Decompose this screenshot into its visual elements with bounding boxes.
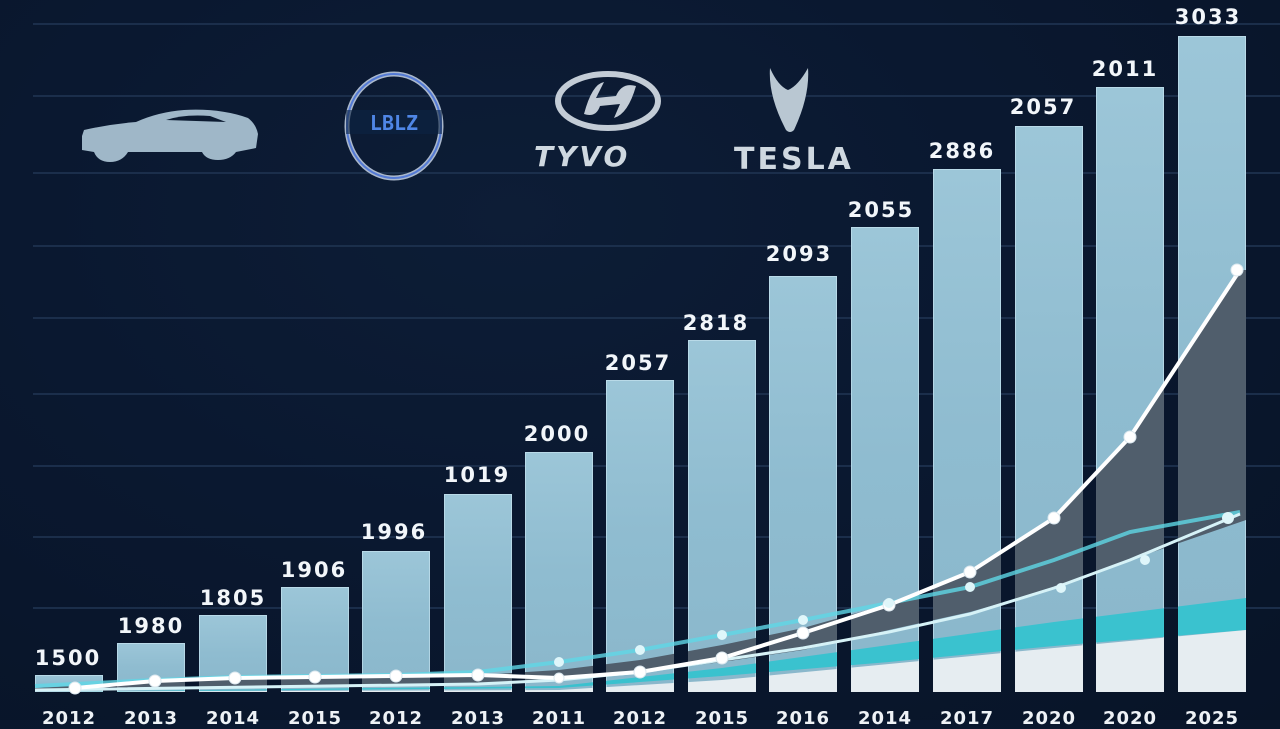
gridline: [33, 317, 1280, 319]
x-axis-label: 2020: [1102, 708, 1158, 729]
x-axis-label: 2025: [1184, 708, 1240, 729]
x-axis-label: 2014: [857, 708, 913, 729]
bar: [444, 494, 512, 692]
bar-value-label: 1805: [199, 586, 267, 610]
x-axis-label: 2013: [123, 708, 179, 729]
x-axis-label: 2012: [41, 708, 97, 729]
x-axis-label: 2017: [939, 708, 995, 729]
bar-value-label: 2818: [682, 311, 750, 335]
bar: [1096, 87, 1164, 692]
bar-value-label: 1019: [443, 463, 511, 487]
gridline: [33, 245, 1280, 247]
bar-value-label: 2055: [847, 198, 915, 222]
bar: [362, 551, 430, 692]
x-axis-label: 2014: [205, 708, 261, 729]
bar-value-label: 2057: [1009, 95, 1077, 119]
hyundai-style-logo-icon: [555, 71, 661, 131]
brand-tyvo: TYVO: [534, 140, 631, 173]
bar-value-label: 1500: [34, 646, 102, 670]
x-axis-label: 2012: [368, 708, 424, 729]
x-axis-label: 2013: [450, 708, 506, 729]
car-icon: [82, 109, 258, 162]
circle-badge-logo: LBLZ: [344, 71, 444, 181]
x-axis-label: 2016: [775, 708, 831, 729]
bar-value-label: 2057: [604, 351, 672, 375]
gridline: [33, 172, 1280, 174]
bar-value-label: 1906: [280, 558, 348, 582]
x-axis-label: 2012: [612, 708, 668, 729]
x-axis-label: 2020: [1021, 708, 1077, 729]
bar-value-label: 1980: [117, 614, 185, 638]
gridline: [33, 23, 1280, 25]
bar-value-label: 2000: [523, 422, 591, 446]
x-axis-label: 2015: [694, 708, 750, 729]
bar: [606, 380, 674, 692]
bar-value-label: 3033: [1174, 5, 1242, 29]
circle-badge-text: LBLZ: [370, 111, 418, 135]
bar-value-label: 2093: [765, 242, 833, 266]
bar-value-label: 2886: [928, 139, 996, 163]
bar: [525, 452, 593, 692]
bar-value-label: 2011: [1091, 57, 1159, 81]
x-axis-label: 2011: [531, 708, 587, 729]
bar-value-label: 1996: [360, 520, 428, 544]
x-axis-label: 2015: [287, 708, 343, 729]
brand-tesla: TESLA: [734, 142, 854, 177]
tesla-logo-icon: [769, 68, 809, 132]
